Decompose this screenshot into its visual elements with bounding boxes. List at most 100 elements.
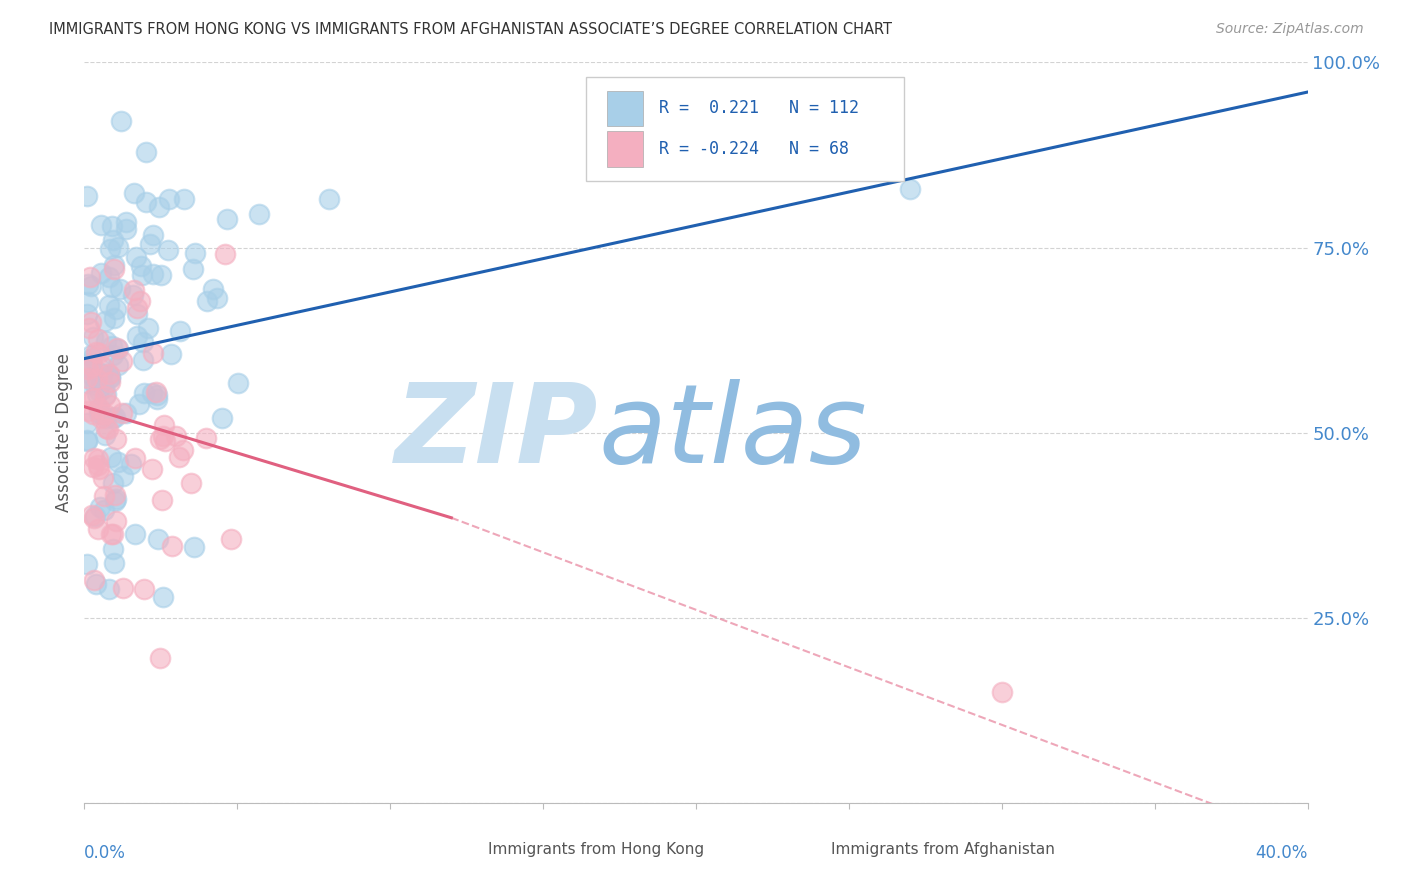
Point	[82, 330, 104, 344]
Point	[131, 334, 153, 349]
Point	[97, 270, 120, 285]
Point	[97, 297, 120, 311]
Point	[79, 269, 101, 284]
Point	[103, 310, 125, 325]
Point	[86, 522, 108, 536]
Point	[152, 591, 174, 605]
Point	[214, 247, 236, 261]
Point	[141, 462, 163, 476]
Text: R = -0.224   N = 68: R = -0.224 N = 68	[659, 140, 849, 158]
Point	[148, 532, 170, 546]
Text: IMMIGRANTS FROM HONG KONG VS IMMIGRANTS FROM AFGHANISTAN ASSOCIATE’S DEGREE CORR: IMMIGRANTS FROM HONG KONG VS IMMIGRANTS …	[49, 22, 893, 37]
Point	[77, 356, 100, 370]
Point	[249, 207, 271, 221]
Point	[108, 282, 131, 296]
FancyBboxPatch shape	[606, 131, 644, 167]
Point	[100, 527, 122, 541]
Point	[201, 282, 224, 296]
Point	[101, 219, 124, 234]
Point	[105, 341, 128, 355]
Point	[183, 540, 205, 554]
Point	[103, 556, 125, 570]
Point	[82, 370, 104, 384]
FancyBboxPatch shape	[794, 835, 821, 867]
Point	[104, 410, 127, 425]
Point	[135, 194, 157, 209]
Point	[149, 432, 172, 446]
Point	[89, 500, 111, 515]
Text: Immigrants from Hong Kong: Immigrants from Hong Kong	[488, 842, 704, 857]
Point	[226, 376, 249, 391]
Point	[120, 457, 142, 471]
Point	[91, 359, 114, 373]
Point	[156, 244, 179, 258]
Point	[129, 260, 152, 274]
Point	[221, 533, 243, 547]
Point	[194, 431, 217, 445]
Point	[125, 307, 148, 321]
Point	[127, 301, 149, 316]
Point	[98, 399, 121, 413]
Point	[82, 460, 104, 475]
Point	[132, 353, 155, 368]
Point	[93, 380, 115, 394]
Point	[84, 377, 107, 392]
Point	[98, 242, 121, 256]
Point	[115, 406, 138, 420]
Point	[162, 539, 184, 553]
Point	[90, 411, 112, 425]
Point	[112, 469, 135, 483]
Point	[211, 411, 233, 425]
Point	[160, 347, 183, 361]
Point	[153, 418, 176, 433]
Point	[103, 262, 125, 277]
Point	[76, 404, 98, 418]
Point	[135, 145, 157, 159]
Point	[150, 493, 173, 508]
Point	[80, 351, 103, 366]
Point	[83, 450, 105, 465]
Point	[145, 385, 167, 400]
FancyBboxPatch shape	[451, 835, 478, 867]
Point	[132, 385, 155, 400]
Point	[83, 391, 105, 405]
Point	[76, 370, 98, 384]
Point	[150, 268, 173, 282]
Point	[107, 342, 129, 356]
Point	[165, 429, 187, 443]
Point	[93, 489, 115, 503]
Point	[100, 450, 122, 465]
Point	[83, 573, 105, 587]
Point	[77, 321, 100, 335]
Point	[87, 458, 110, 473]
Point	[110, 114, 132, 128]
Point	[98, 370, 121, 384]
Point	[90, 374, 112, 388]
Point	[91, 471, 114, 485]
Point	[129, 293, 152, 308]
Point	[84, 345, 107, 359]
Text: R =  0.221   N = 112: R = 0.221 N = 112	[659, 99, 859, 118]
Point	[101, 475, 124, 490]
Point	[146, 387, 169, 401]
Point	[76, 188, 98, 202]
Point	[101, 527, 124, 541]
Point	[105, 491, 128, 506]
Point	[98, 376, 121, 390]
Point	[107, 358, 129, 372]
Point	[104, 494, 127, 508]
Point	[87, 345, 110, 359]
Point	[111, 354, 134, 368]
Text: ZIP: ZIP	[395, 379, 598, 486]
Point	[122, 283, 145, 297]
Point	[111, 581, 134, 595]
Point	[93, 389, 115, 403]
FancyBboxPatch shape	[606, 91, 644, 126]
Point	[80, 348, 103, 362]
Point	[101, 279, 124, 293]
Point	[318, 192, 340, 206]
Point	[86, 387, 108, 401]
Point	[122, 288, 145, 302]
Point	[124, 527, 146, 541]
Point	[142, 346, 165, 360]
